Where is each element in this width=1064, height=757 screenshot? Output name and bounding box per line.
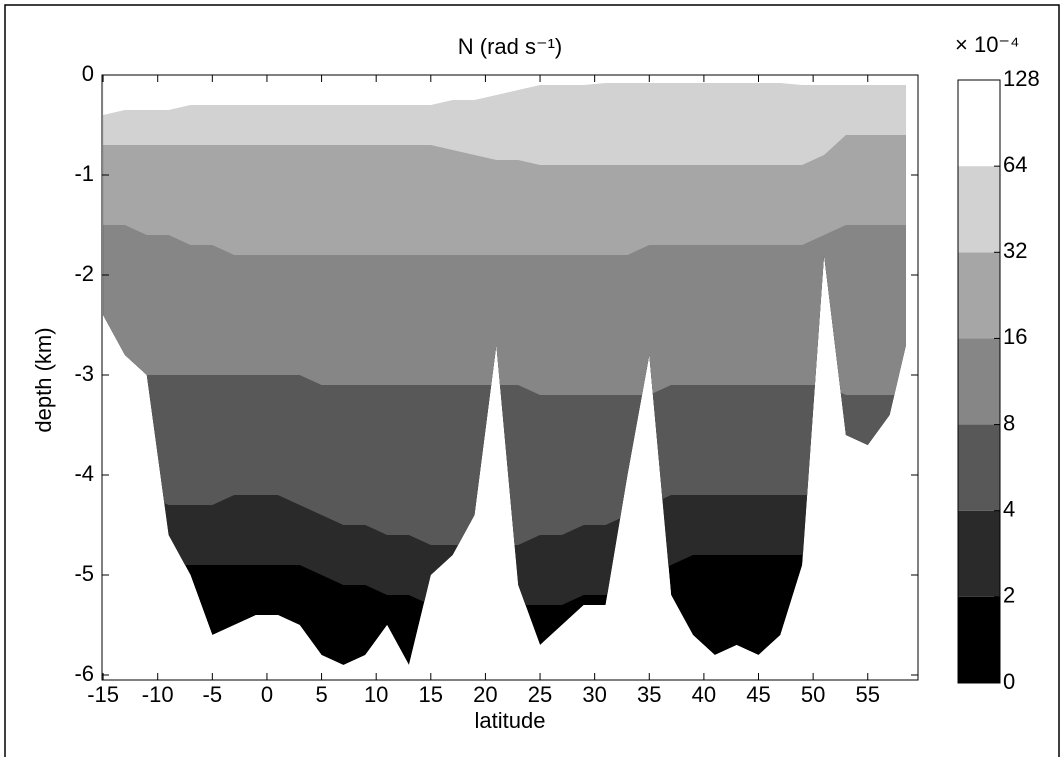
colorbar-tick-label: 128	[1003, 66, 1040, 91]
colorbar-band	[958, 424, 1000, 511]
colorbar-band	[958, 80, 1000, 167]
x-tick-label: -10	[142, 682, 174, 707]
x-tick-label: 30	[582, 682, 606, 707]
colorbar-band	[958, 510, 1000, 597]
y-axis-label: depth (km)	[31, 327, 56, 432]
colorbar-tick-label: 4	[1003, 497, 1015, 522]
colorbar-frame	[957, 79, 1001, 684]
y-tick-label: -4	[74, 461, 94, 486]
plot-frame	[101, 74, 919, 681]
colorbar-tick-label: 16	[1003, 324, 1027, 349]
contour-band	[103, 75, 906, 115]
x-tick-label: 20	[473, 682, 497, 707]
x-tick-label: 55	[856, 682, 880, 707]
chart-title: N (rad s⁻¹)	[458, 34, 563, 59]
colorbar-tick-label: 64	[1003, 152, 1027, 177]
x-axis-label: latitude	[475, 708, 546, 733]
x-tick-label: 35	[637, 682, 661, 707]
x-tick-label: 10	[364, 682, 388, 707]
colorbar-tick-label: 2	[1003, 583, 1015, 608]
colorbar-band	[958, 252, 1000, 339]
x-tick-label: 40	[692, 682, 716, 707]
colorbar-band	[958, 166, 1000, 253]
colorbar-label: × 10⁻⁴	[955, 32, 1020, 57]
x-tick-label: 15	[419, 682, 443, 707]
x-tick-label: 50	[801, 682, 825, 707]
colorbar-tick-label: 32	[1003, 238, 1027, 263]
x-tick-label: -15	[87, 682, 119, 707]
field	[103, 75, 906, 665]
x-tick-label: 5	[315, 682, 327, 707]
y-tick-label: -3	[74, 361, 94, 386]
y-tick-label: -6	[74, 661, 94, 686]
x-tick-label: 0	[261, 682, 273, 707]
colorbar-tick-label: 0	[1003, 669, 1015, 694]
y-tick-label: -5	[74, 561, 94, 586]
y-tick-label: -2	[74, 261, 94, 286]
colorbar-band	[958, 338, 1000, 425]
x-tick-label: 25	[528, 682, 552, 707]
colorbar-tick-label: 8	[1003, 410, 1015, 435]
x-tick-label: -5	[203, 682, 223, 707]
y-tick-label: -1	[74, 161, 94, 186]
x-tick-label: 45	[746, 682, 770, 707]
colorbar-band	[958, 596, 1000, 683]
y-tick-label: 0	[82, 61, 94, 86]
